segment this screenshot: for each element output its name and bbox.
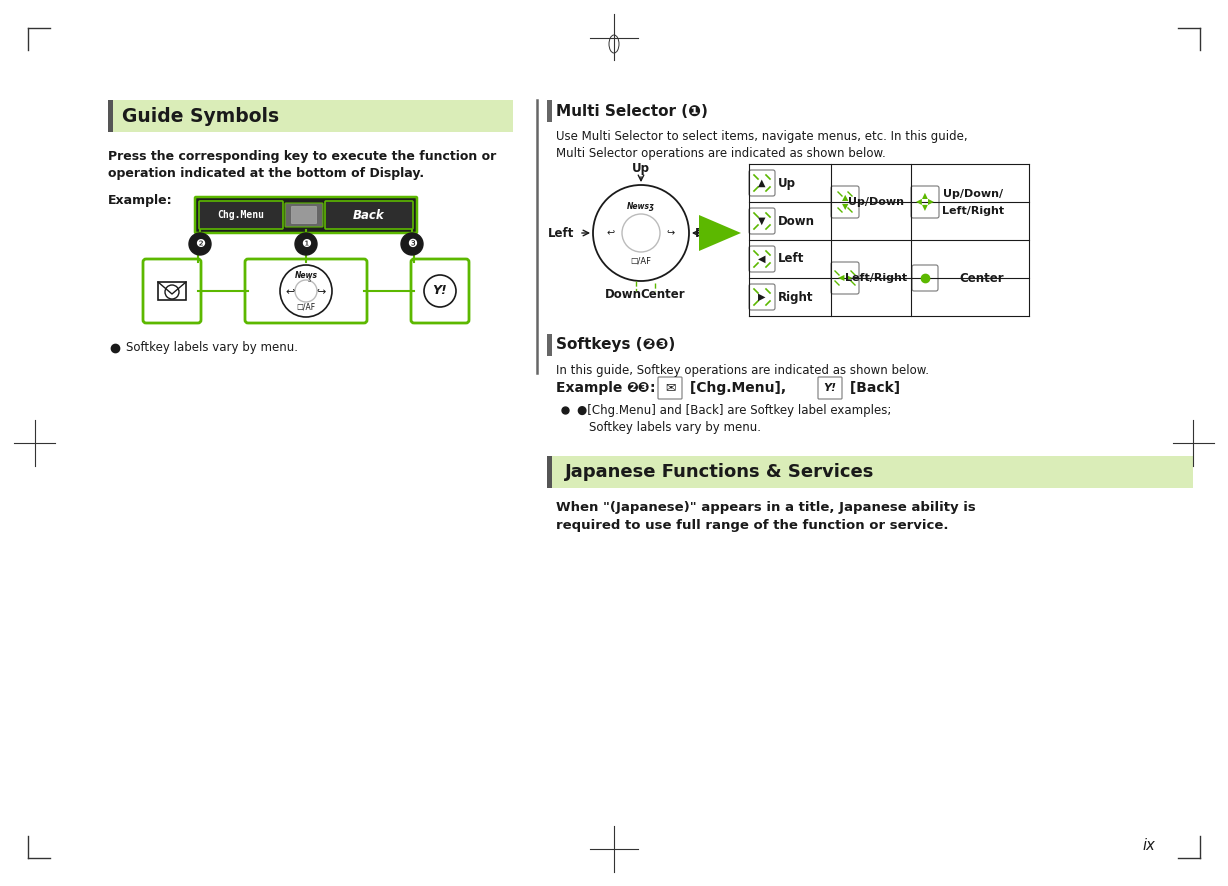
Text: ❷: ❷: [195, 239, 205, 249]
Circle shape: [189, 233, 211, 255]
FancyBboxPatch shape: [831, 262, 860, 294]
Text: Multi Selector (❶): Multi Selector (❶): [556, 104, 707, 119]
Text: Softkey labels vary by menu.: Softkey labels vary by menu.: [126, 341, 298, 354]
Text: Guide Symbols: Guide Symbols: [122, 106, 279, 126]
Bar: [108, 100, 513, 132]
Circle shape: [295, 280, 317, 302]
Text: Left/Right: Left/Right: [942, 206, 1005, 216]
FancyBboxPatch shape: [912, 265, 938, 291]
FancyBboxPatch shape: [158, 282, 185, 300]
Text: ◀: ◀: [837, 274, 845, 283]
Text: ◀: ◀: [916, 198, 922, 206]
Text: ▶: ▶: [846, 274, 852, 283]
Text: [Back]: [Back]: [845, 381, 900, 395]
Circle shape: [280, 265, 332, 317]
Text: Press the corresponding key to execute the function or: Press the corresponding key to execute t…: [108, 150, 496, 163]
Text: ↪: ↪: [317, 286, 325, 296]
Text: Left: Left: [779, 253, 804, 266]
Text: Down: Down: [779, 214, 815, 228]
Text: Left: Left: [548, 227, 575, 239]
Text: Center: Center: [959, 271, 1003, 284]
Text: ▲: ▲: [758, 178, 766, 188]
Text: When "(Japanese)" appears in a title, Japanese ability is: When "(Japanese)" appears in a title, Ja…: [556, 501, 976, 514]
Text: ▼: ▼: [922, 204, 928, 213]
Text: ▲: ▲: [922, 191, 928, 200]
Text: :: :: [650, 381, 661, 395]
Text: ◀: ◀: [758, 254, 766, 264]
Text: Multi Selector operations are indicated as shown below.: Multi Selector operations are indicated …: [556, 147, 885, 160]
Text: ✉: ✉: [664, 382, 675, 394]
Text: required to use full range of the function or service.: required to use full range of the functi…: [556, 519, 948, 532]
Text: Left/Right: Left/Right: [845, 273, 907, 283]
FancyBboxPatch shape: [325, 201, 413, 229]
FancyBboxPatch shape: [911, 186, 939, 218]
Bar: [108, 100, 113, 132]
Text: ❶: ❶: [301, 239, 311, 249]
Text: Softkey labels vary by menu.: Softkey labels vary by menu.: [589, 421, 761, 433]
Bar: [546, 100, 553, 122]
Text: Y!: Y!: [432, 284, 447, 298]
Circle shape: [402, 233, 422, 255]
FancyBboxPatch shape: [831, 186, 860, 218]
Text: ▲: ▲: [841, 193, 849, 203]
Text: Y!: Y!: [824, 383, 836, 393]
FancyBboxPatch shape: [142, 259, 201, 323]
Text: Japanese Functions & Services: Japanese Functions & Services: [565, 463, 874, 481]
Text: ☐/AF: ☐/AF: [630, 257, 652, 266]
Text: [Chg.Menu],: [Chg.Menu],: [685, 381, 786, 395]
Text: ▼: ▼: [841, 203, 849, 212]
FancyBboxPatch shape: [658, 377, 682, 399]
FancyBboxPatch shape: [199, 201, 282, 229]
Text: Up: Up: [779, 176, 796, 190]
FancyBboxPatch shape: [195, 197, 418, 233]
Circle shape: [424, 275, 456, 307]
Text: In this guide, Softkey operations are indicated as shown below.: In this guide, Softkey operations are in…: [556, 364, 930, 377]
Text: Example:: Example:: [108, 194, 173, 207]
Text: ix: ix: [1142, 837, 1156, 852]
Bar: [546, 456, 1192, 488]
FancyBboxPatch shape: [749, 284, 775, 310]
Text: Up/Down/: Up/Down/: [943, 189, 1003, 199]
Text: Chg.Menu: Chg.Menu: [217, 210, 264, 220]
FancyBboxPatch shape: [749, 170, 775, 196]
Text: ●[Chg.Menu] and [Back] are Softkey label examples;: ●[Chg.Menu] and [Back] are Softkey label…: [577, 403, 892, 416]
Text: Newsʒ: Newsʒ: [628, 201, 655, 211]
Text: ▶: ▶: [928, 198, 935, 206]
Text: Back: Back: [354, 208, 384, 222]
Text: News: News: [295, 270, 318, 279]
Text: operation indicated at the bottom of Display.: operation indicated at the bottom of Dis…: [108, 167, 424, 180]
Text: Example: Example: [556, 381, 628, 395]
Circle shape: [623, 214, 659, 252]
Text: Use Multi Selector to select items, navigate menus, etc. In this guide,: Use Multi Selector to select items, navi…: [556, 130, 968, 143]
Text: Up: Up: [632, 161, 650, 175]
Circle shape: [593, 185, 689, 281]
Text: ↪: ↪: [666, 228, 674, 238]
Text: ↩: ↩: [607, 228, 615, 238]
Text: Center: Center: [641, 289, 685, 301]
Text: ʒ: ʒ: [307, 277, 311, 283]
Text: Down: Down: [604, 289, 641, 301]
Text: ↩: ↩: [285, 286, 295, 296]
FancyBboxPatch shape: [285, 203, 323, 227]
FancyBboxPatch shape: [411, 259, 469, 323]
Text: Right: Right: [779, 291, 813, 304]
FancyBboxPatch shape: [291, 206, 317, 223]
Text: ☐/AF: ☐/AF: [296, 302, 316, 312]
FancyBboxPatch shape: [818, 377, 842, 399]
Text: Right: Right: [695, 227, 731, 239]
FancyBboxPatch shape: [749, 208, 775, 234]
Text: Softkeys (❷❸): Softkeys (❷❸): [556, 338, 675, 353]
Text: Up/Down: Up/Down: [849, 197, 904, 207]
Circle shape: [295, 233, 317, 255]
Polygon shape: [699, 215, 740, 251]
FancyBboxPatch shape: [749, 246, 775, 272]
Text: ❸: ❸: [406, 239, 418, 249]
Bar: [546, 334, 553, 356]
Text: ❷❸: ❷❸: [626, 381, 650, 395]
FancyBboxPatch shape: [246, 259, 367, 323]
Text: ▼: ▼: [758, 216, 766, 226]
Bar: [546, 456, 553, 488]
Text: ▶: ▶: [758, 292, 766, 302]
